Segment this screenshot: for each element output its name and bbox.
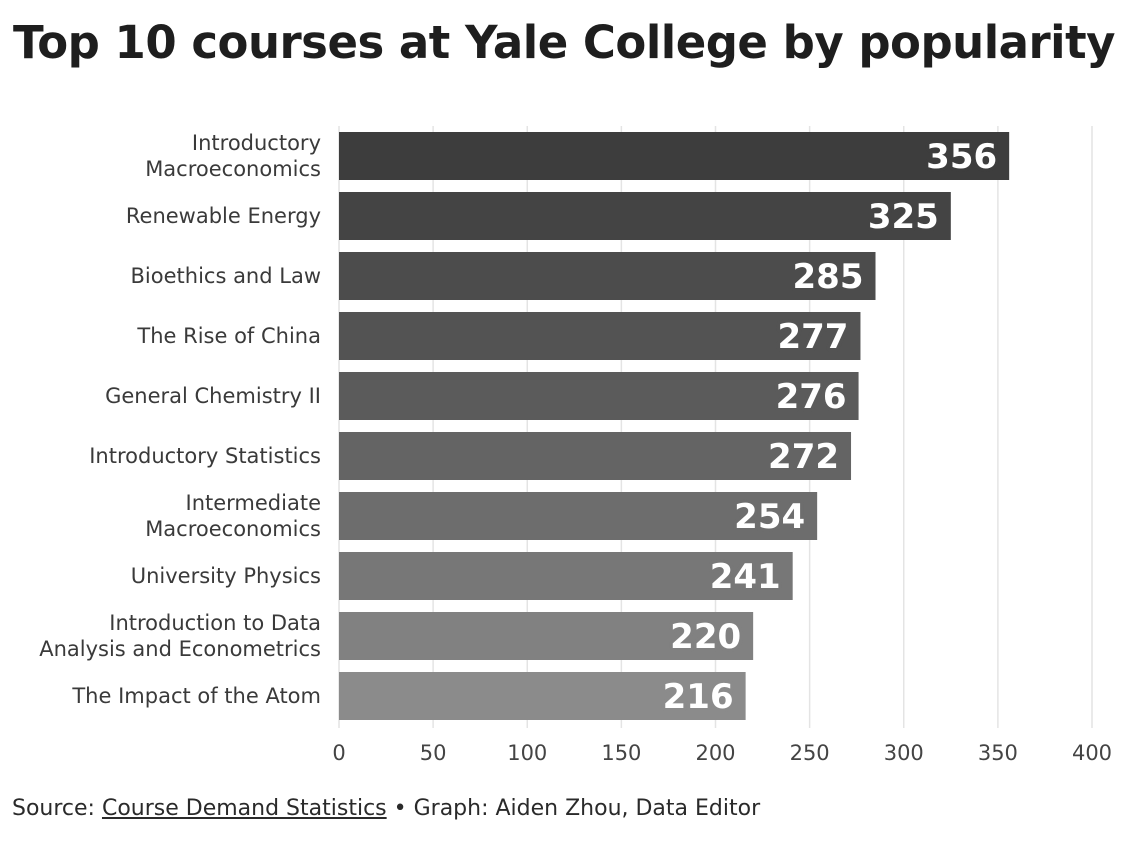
x-tick-label: 50 — [420, 741, 447, 765]
value-label: 325 — [868, 197, 939, 237]
category-label: General Chemistry II — [105, 384, 321, 408]
source-prefix: Source: — [12, 796, 102, 821]
x-tick-label: 200 — [695, 741, 735, 765]
category-label: Introductory Macroeconomics — [145, 131, 321, 181]
value-label: 272 — [768, 437, 839, 477]
category-label-line: Analysis and Econometrics — [39, 637, 321, 661]
bar — [339, 372, 859, 420]
x-tick-label: 0 — [332, 741, 345, 765]
bar — [339, 612, 754, 660]
x-axis-ticks: 0 50 100 150 200 250 300 350 400 — [332, 741, 1112, 765]
category-label-line: Renewable Energy — [126, 204, 321, 228]
category-label-line: General Chemistry II — [105, 384, 321, 408]
bar — [339, 552, 793, 600]
category-label-line: Macroeconomics — [145, 157, 321, 181]
graph-credit: • Graph: Aiden Zhou, Data Editor — [386, 796, 761, 821]
category-label-line: Bioethics and Law — [131, 264, 321, 288]
category-label-line: The Rise of China — [136, 324, 321, 348]
x-tick-label: 400 — [1072, 741, 1112, 765]
category-label: The Rise of China — [136, 324, 321, 348]
x-tick-label: 150 — [601, 741, 641, 765]
bar — [339, 672, 746, 720]
category-label-line: Intermediate — [186, 491, 322, 515]
category-label: Introductory Statistics — [89, 444, 321, 468]
bars — [339, 132, 1010, 720]
value-label: 241 — [710, 557, 781, 597]
value-label: 216 — [663, 677, 734, 717]
bar — [339, 432, 852, 480]
category-label-line: Macroeconomics — [145, 517, 321, 541]
category-label-line: The Impact of the Atom — [71, 684, 321, 708]
bar — [339, 132, 1010, 180]
value-label: 356 — [926, 137, 997, 177]
value-label: 254 — [734, 497, 805, 537]
value-label: 285 — [793, 257, 864, 297]
bar — [339, 192, 951, 240]
x-tick-label: 350 — [978, 741, 1018, 765]
chart-title: Top 10 courses at Yale College by popula… — [13, 16, 1115, 69]
category-label: Intermediate Macroeconomics — [145, 491, 321, 541]
x-tick-label: 300 — [884, 741, 924, 765]
source-link[interactable]: Course Demand Statistics — [101, 796, 387, 821]
category-label-line: Introductory Statistics — [89, 444, 321, 468]
category-label-line: Introduction to Data — [109, 611, 321, 635]
value-label: 276 — [776, 377, 847, 417]
value-label: 220 — [670, 617, 741, 657]
category-label: Renewable Energy — [126, 204, 321, 228]
category-label: University Physics — [131, 564, 321, 588]
category-label: Introduction to Data Analysis and Econome… — [39, 611, 321, 661]
category-label-line: University Physics — [131, 564, 321, 588]
x-tick-label: 250 — [790, 741, 830, 765]
bar — [339, 312, 861, 360]
bar — [339, 492, 818, 540]
footer: Source: Course Demand Statistics • Graph… — [12, 796, 760, 821]
bar — [339, 252, 876, 300]
category-label-line: Introductory — [192, 131, 321, 155]
category-label: The Impact of the Atom — [71, 684, 321, 708]
value-label: 277 — [777, 317, 848, 357]
category-label: Bioethics and Law — [131, 264, 321, 288]
x-tick-label: 100 — [507, 741, 547, 765]
